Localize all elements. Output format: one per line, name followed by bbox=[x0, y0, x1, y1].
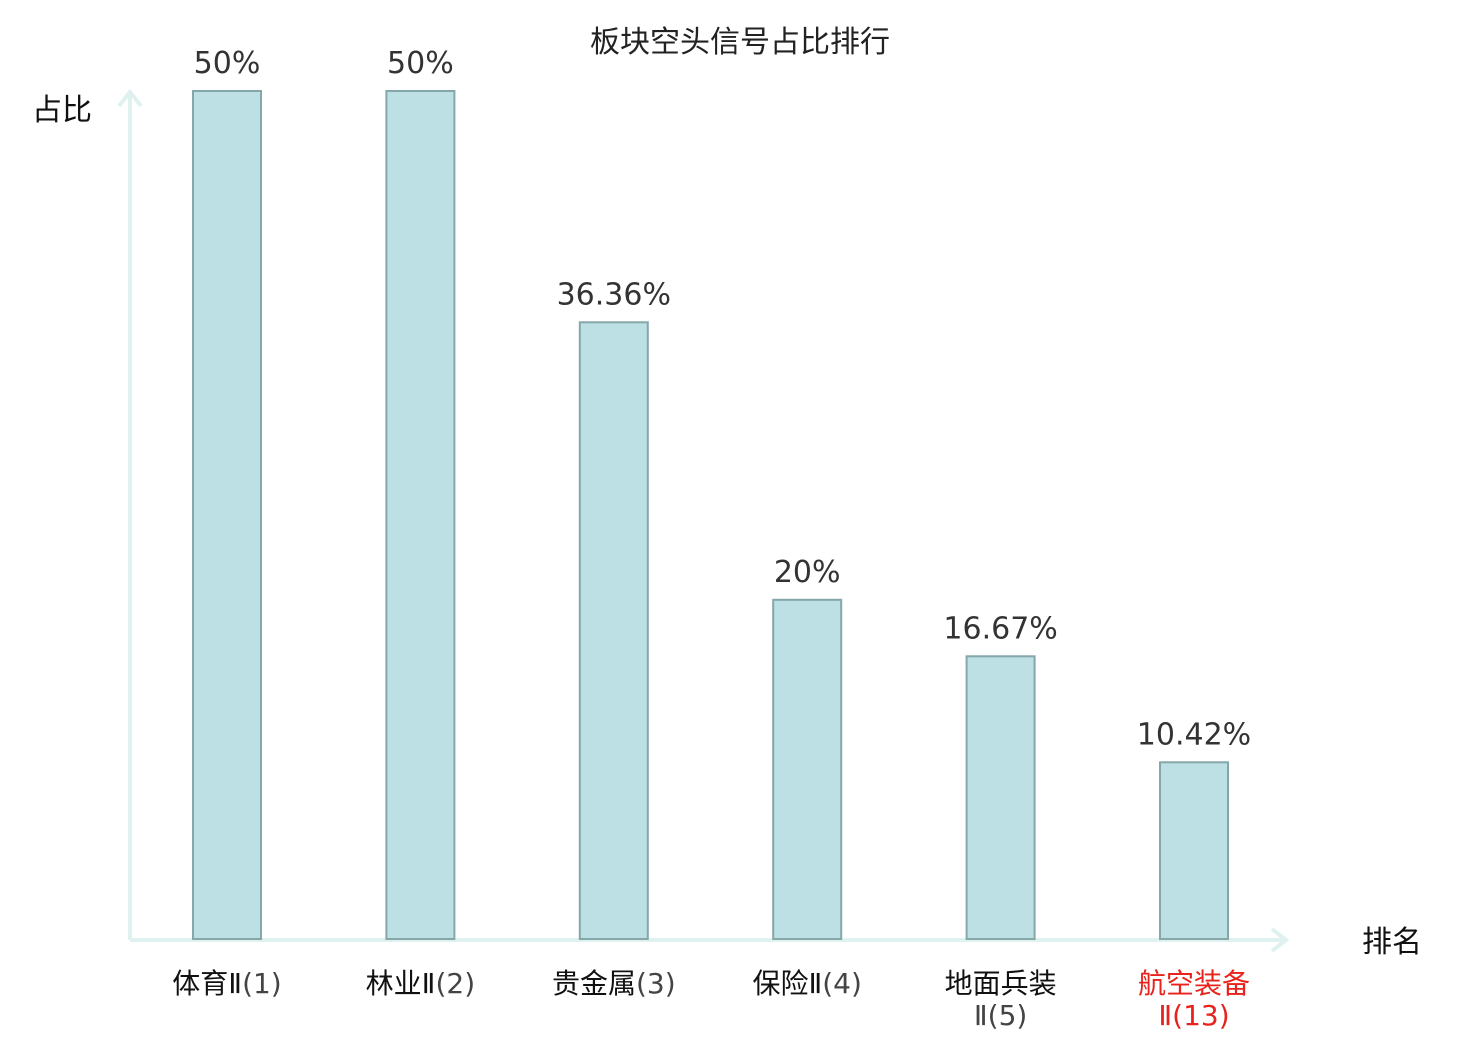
y-axis-arrow-icon bbox=[117, 88, 143, 108]
data-label-1: 50% bbox=[194, 46, 261, 81]
bar-1 bbox=[192, 90, 262, 940]
bars-group bbox=[192, 90, 1229, 940]
data-label-6: 10.42% bbox=[1137, 717, 1251, 752]
category-rank-1: (1) bbox=[242, 967, 282, 1000]
labels-group: 50% 体育Ⅱ(1) 50% 林业Ⅱ(2) 36.36% 贵金属(3) 20% 保险Ⅱ(4) 1… bbox=[172, 46, 1251, 1032]
category-rank-3: (3) bbox=[636, 967, 676, 1000]
category-name-2: 林业Ⅱ bbox=[366, 967, 436, 1000]
data-label-4: 20% bbox=[774, 555, 841, 590]
x-axis-arrow-icon bbox=[1270, 927, 1290, 953]
data-label-3: 36.36% bbox=[557, 277, 671, 312]
bar-6 bbox=[1159, 761, 1229, 940]
category-label-2: 林业Ⅱ(2) bbox=[366, 967, 475, 1000]
category-label-5: 地面兵装 bbox=[945, 967, 1057, 1000]
category-name-3: 贵金属 bbox=[552, 967, 636, 1000]
x-axis-label: 排名 bbox=[1362, 925, 1422, 960]
category-rank-5: Ⅱ(5) bbox=[974, 999, 1027, 1032]
category-rank-6: Ⅱ(13) bbox=[1158, 999, 1229, 1032]
category-rank-2: (2) bbox=[435, 967, 475, 1000]
category-name-4: 保险Ⅱ bbox=[752, 967, 822, 1000]
y-axis-label: 占比 bbox=[32, 93, 92, 128]
data-label-2: 50% bbox=[387, 46, 454, 81]
bar-5 bbox=[965, 655, 1036, 940]
category-rank-4: (4) bbox=[822, 967, 862, 1000]
category-label-6: 航空装备 bbox=[1138, 967, 1250, 1000]
category-label-4: 保险Ⅱ(4) bbox=[752, 967, 861, 1000]
bar-3 bbox=[578, 321, 649, 940]
category-name-1: 体育Ⅱ bbox=[172, 967, 242, 1000]
chart-title: 板块空头信号占比排行 bbox=[590, 25, 890, 60]
data-label-5: 16.67% bbox=[943, 611, 1057, 646]
category-label-1: 体育Ⅱ(1) bbox=[172, 967, 281, 1000]
bar-4 bbox=[772, 598, 843, 940]
bar-2 bbox=[385, 90, 456, 940]
category-label-3: 贵金属(3) bbox=[552, 967, 676, 1000]
